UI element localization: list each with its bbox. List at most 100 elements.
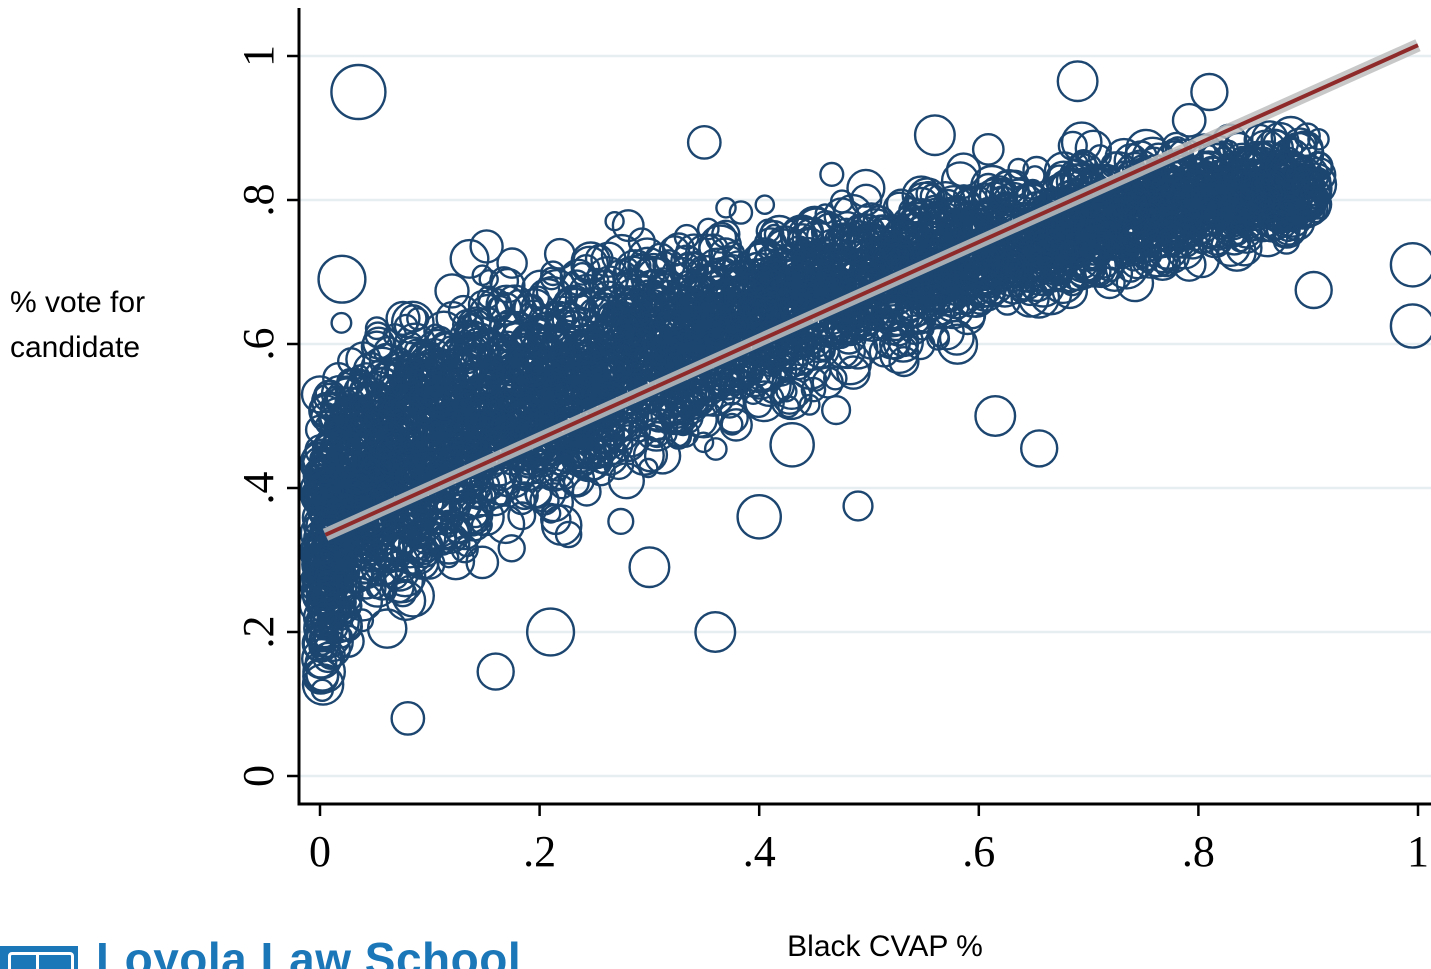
y-tick-label-2: .4 <box>234 472 283 505</box>
scatter-point-outlier-3 <box>974 395 1017 438</box>
scatter-point <box>664 400 689 425</box>
scatter-point <box>1190 185 1216 211</box>
scatter-point <box>667 382 703 419</box>
scatter-point <box>1260 170 1288 198</box>
scatter-point <box>643 437 682 475</box>
scatter-point <box>520 361 547 388</box>
scatter-point <box>618 257 639 279</box>
scatter-point <box>708 237 743 272</box>
scatter-point <box>1225 184 1267 225</box>
scatter-point <box>971 132 1005 166</box>
y-tick-label-5: 1 <box>234 45 283 67</box>
y-tick-label-1: .2 <box>234 616 283 649</box>
scatter-points <box>299 60 1431 736</box>
scatter-point <box>823 197 860 234</box>
scatter-point <box>562 469 590 497</box>
scatter-point <box>496 247 528 279</box>
scatter-point <box>798 393 821 416</box>
scatter-point <box>303 607 344 649</box>
scatter-point <box>323 451 345 474</box>
scatter-point <box>1250 191 1276 217</box>
scatter-point <box>773 243 805 275</box>
scatter-point <box>978 175 1019 215</box>
scatter-point <box>1264 149 1297 182</box>
scatter-point <box>981 241 1015 274</box>
scatter-point <box>936 259 975 298</box>
logo: Loyola Law School <box>0 928 521 969</box>
scatter-point <box>305 549 339 583</box>
scatter-point <box>649 327 684 362</box>
scatter-point <box>775 380 798 403</box>
scatter-point <box>835 312 858 335</box>
scatter-point <box>936 323 979 365</box>
scatter-point <box>1081 237 1124 279</box>
scatter-point <box>1290 173 1316 199</box>
scatter-point <box>734 317 756 340</box>
scatter-point <box>897 202 923 229</box>
x-axis-label: Black CVAP % <box>787 930 983 963</box>
y-axis-label-line-2: candidate <box>10 331 141 364</box>
scatter-point <box>609 316 631 338</box>
scatter-point <box>1140 223 1171 253</box>
scatter-point <box>704 221 738 254</box>
scatter-point-outlier-9 <box>525 607 576 657</box>
scatter-point <box>394 464 421 491</box>
scatter-point <box>445 512 484 551</box>
scatter-point <box>823 222 864 262</box>
scatter-point-outlier-15 <box>390 701 426 736</box>
scatter-point <box>1010 278 1050 318</box>
scatter-point <box>627 419 652 443</box>
scatter-point <box>343 372 382 412</box>
scatter-point <box>536 323 570 357</box>
scatter-point <box>309 455 341 487</box>
scatter-point <box>654 251 677 273</box>
scatter-point <box>301 663 345 706</box>
scatter-point <box>603 448 635 481</box>
scatter-point <box>1272 227 1301 255</box>
scatter-point <box>403 540 426 563</box>
scatter-point <box>604 210 625 232</box>
scatter-point <box>558 338 593 373</box>
scatter-point <box>449 238 490 279</box>
scatter-point <box>615 277 650 312</box>
scatter-point <box>611 327 647 363</box>
x-tick-label-3: .6 <box>962 827 995 876</box>
scatter-point <box>1276 178 1311 213</box>
scatter-point <box>379 358 419 398</box>
scatter-point <box>331 392 370 431</box>
scatter-point <box>719 408 753 442</box>
scatter-point <box>543 237 576 270</box>
scatter-point <box>584 244 614 273</box>
x-tick-label-2: .4 <box>743 827 776 876</box>
scatter-point <box>819 161 845 187</box>
scatter-point-outlier-7 <box>1389 303 1431 349</box>
scatter-point <box>434 496 461 523</box>
scatter-point <box>1139 243 1163 267</box>
scatter-point <box>932 184 976 228</box>
scatter-point <box>485 504 526 545</box>
scatter-point <box>800 376 827 403</box>
scatter-point <box>607 507 635 536</box>
scatter-point-outlier-19 <box>769 421 815 468</box>
scatter-point <box>390 300 435 345</box>
scatter-point <box>661 287 694 321</box>
scatter-point <box>488 463 523 498</box>
shield-icon <box>0 946 78 969</box>
scatter-point <box>907 234 932 259</box>
scatter-point <box>489 267 526 304</box>
scatter-point <box>365 421 404 460</box>
scatter-point <box>831 267 853 289</box>
scatter-point <box>540 503 572 536</box>
scatter-point <box>304 474 349 519</box>
x-tick-label-4: .8 <box>1182 827 1215 876</box>
scatter-point <box>765 342 805 381</box>
scatter-point-outlier-10 <box>628 546 671 589</box>
scatter-point <box>755 218 781 244</box>
scatter-point-outlier-11 <box>686 124 722 160</box>
scatter-point <box>643 424 667 448</box>
scatter-point <box>745 256 789 300</box>
scatter-point-outlier-14 <box>1190 72 1229 112</box>
scatter-point <box>895 298 932 336</box>
scatter-point <box>1060 121 1103 164</box>
scatter-point <box>885 188 917 220</box>
